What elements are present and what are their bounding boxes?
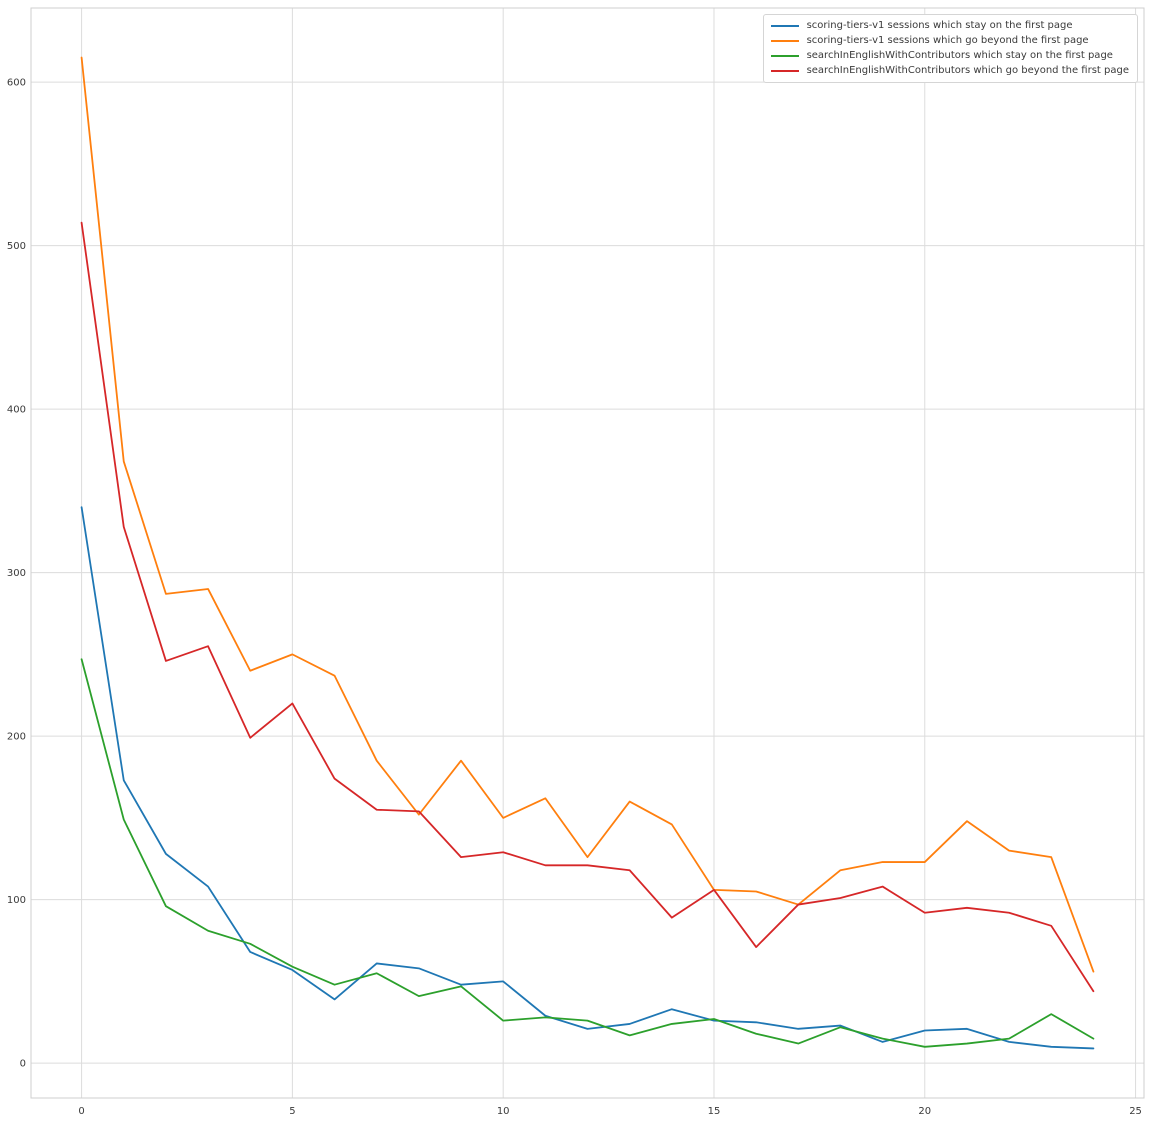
plot-border bbox=[30, 7, 1145, 1099]
legend-line-swatch bbox=[770, 55, 799, 57]
x-tick-label: 15 bbox=[708, 1106, 721, 1117]
legend-item: scoring-tiers-v1 sessions which stay on … bbox=[770, 19, 1129, 33]
x-tick-label: 25 bbox=[1129, 1106, 1142, 1117]
x-tick-label: 0 bbox=[78, 1106, 84, 1117]
y-tick-label: 600 bbox=[7, 78, 26, 89]
legend-box: scoring-tiers-v1 sessions which stay on … bbox=[762, 14, 1138, 83]
legend-line-swatch bbox=[770, 25, 799, 27]
y-tick-label: 400 bbox=[7, 405, 26, 416]
x-tick-label: 5 bbox=[289, 1106, 295, 1117]
series-line-0 bbox=[80, 506, 1095, 1050]
series-line-2 bbox=[80, 658, 1095, 1048]
y-tick-label: 500 bbox=[7, 241, 26, 252]
series-line-3 bbox=[80, 221, 1095, 993]
legend-item: scoring-tiers-v1 sessions which go beyon… bbox=[770, 34, 1129, 48]
y-tick-label: 300 bbox=[7, 568, 26, 579]
x-tick-label: 20 bbox=[918, 1106, 931, 1117]
y-tick-label: 100 bbox=[7, 895, 26, 906]
x-tick-label: 10 bbox=[497, 1106, 510, 1117]
legend-line-swatch bbox=[770, 40, 799, 42]
legend-line-swatch bbox=[770, 70, 799, 72]
series-line-1 bbox=[80, 56, 1095, 973]
y-tick-label: 200 bbox=[7, 732, 26, 743]
legend-label: scoring-tiers-v1 sessions which stay on … bbox=[806, 20, 1073, 31]
legend-item: searchInEnglishWithContributors which go… bbox=[770, 64, 1129, 78]
legend-label: searchInEnglishWithContributors which go… bbox=[806, 65, 1129, 76]
legend-item: searchInEnglishWithContributors which st… bbox=[770, 49, 1129, 63]
legend-label: scoring-tiers-v1 sessions which go beyon… bbox=[806, 35, 1089, 46]
y-tick-label: 0 bbox=[20, 1059, 26, 1070]
legend-label: searchInEnglishWithContributors which st… bbox=[806, 50, 1113, 61]
